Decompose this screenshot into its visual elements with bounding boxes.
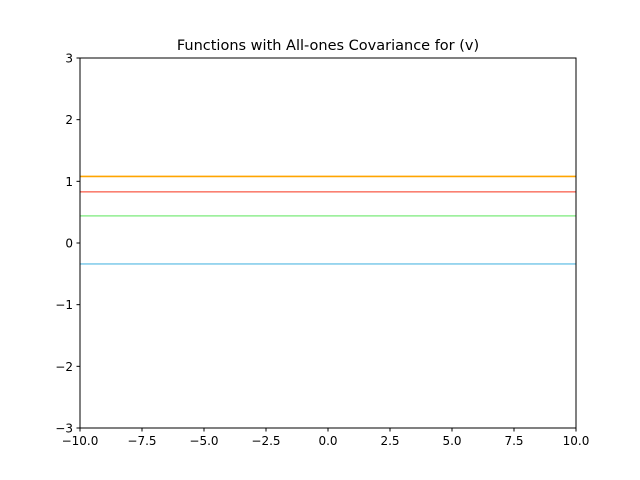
- y-tick-label: 3: [65, 52, 73, 66]
- y-axis: −3 −2 −1 0 1 2 3: [55, 52, 80, 436]
- y-tick-label: 0: [65, 237, 73, 251]
- x-axis: −10.0 −7.5 −5.0 −2.5 0.0 2.5 5.0 7.5 10.0: [62, 428, 590, 448]
- x-tick-label: −2.5: [251, 434, 280, 448]
- y-tick-label: −2: [55, 360, 73, 374]
- x-tick-label: 7.5: [504, 434, 523, 448]
- y-tick-label: 1: [65, 175, 73, 189]
- x-tick-label: 0.0: [318, 434, 337, 448]
- x-tick-label: −5.0: [189, 434, 218, 448]
- x-tick-label: −7.5: [127, 434, 156, 448]
- plot-area-frame: [79, 57, 577, 429]
- y-tick-label: −3: [55, 422, 73, 436]
- y-tick-label: −1: [55, 298, 73, 312]
- y-tick-label: 2: [65, 113, 73, 127]
- x-tick-label: 10.0: [563, 434, 590, 448]
- series-layer: [80, 175, 576, 265]
- x-tick-label: 2.5: [380, 434, 399, 448]
- x-tick-label: −10.0: [62, 434, 99, 448]
- x-tick-label: 5.0: [442, 434, 461, 448]
- chart-title: Functions with All-ones Covariance for (…: [177, 38, 479, 54]
